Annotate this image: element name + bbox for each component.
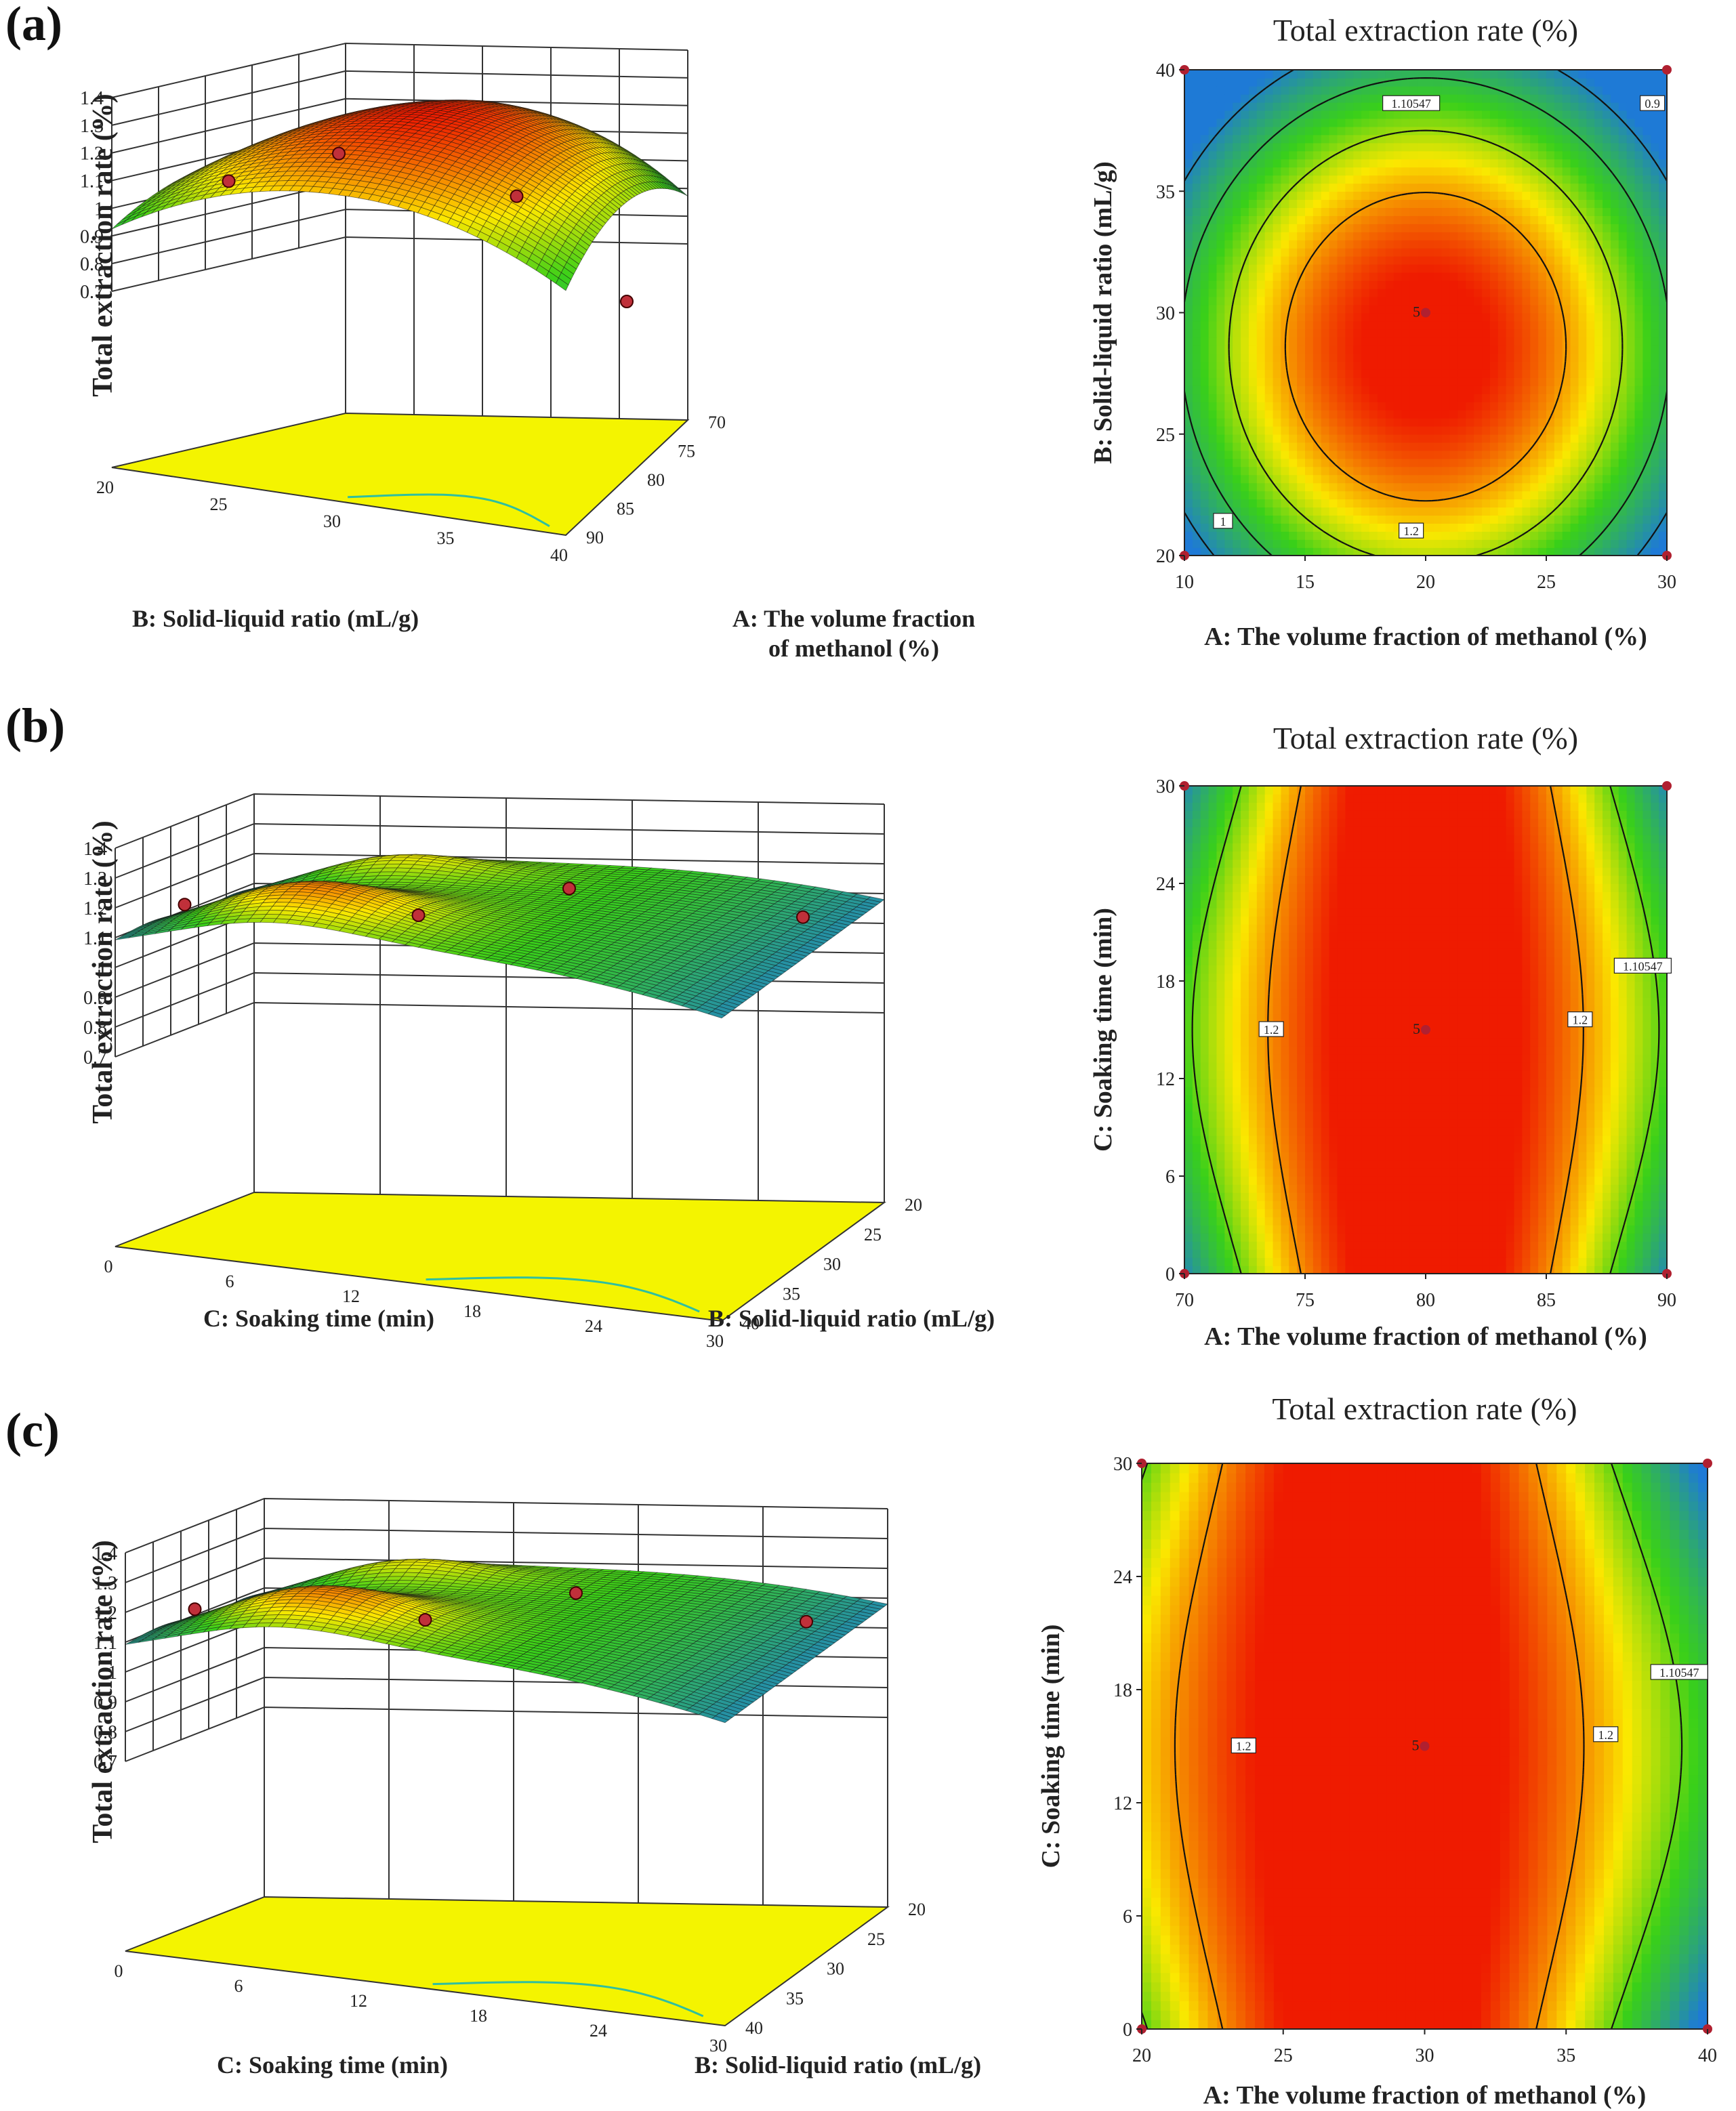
response-surface bbox=[125, 1558, 888, 1723]
z-tick-label: 1.3 bbox=[80, 116, 104, 137]
y-tick-label: 12 bbox=[342, 1287, 360, 1306]
design-point bbox=[178, 898, 192, 912]
wall-gridline bbox=[115, 1001, 885, 1058]
z-axis-title: Total extraction rate (%) bbox=[87, 820, 119, 1123]
x-tick-label: 20 bbox=[905, 1195, 922, 1215]
panel-label-a: (a) bbox=[5, 0, 62, 51]
y-tick-label: 40 bbox=[550, 545, 568, 565]
y-tick-label: 6 bbox=[226, 1272, 234, 1291]
y-tick-label: 35 bbox=[437, 528, 455, 548]
x-tick-label: 35 bbox=[783, 1284, 800, 1303]
panel-label-b: (b) bbox=[5, 698, 65, 753]
floor-plane bbox=[111, 412, 690, 537]
wall-gridline bbox=[115, 793, 885, 849]
x-tick-label: 85 bbox=[617, 499, 634, 519]
design-point bbox=[620, 295, 634, 308]
z-tick-label: 0.9 bbox=[80, 226, 104, 247]
x-tick-label: 75 bbox=[678, 442, 695, 461]
wall-gridline bbox=[111, 236, 688, 292]
design-point bbox=[562, 881, 576, 896]
surface-plot-1: 0.7 0.8 0.9 1 1.1 1.2 1.3 1.4 20 25 30 35 40 70 75 80 85… bbox=[80, 42, 975, 662]
response-surface bbox=[111, 100, 688, 291]
y-tick-label: 0 bbox=[104, 1257, 113, 1276]
y-tick-label: 18 bbox=[463, 1301, 481, 1321]
design-point bbox=[796, 910, 810, 924]
back-walls bbox=[111, 42, 688, 420]
wall-gridline bbox=[111, 42, 688, 98]
x-axis-title: of methanol (%) bbox=[768, 635, 939, 662]
y-axis-title: C: Soaking time (min) bbox=[203, 1305, 434, 1332]
floor-plane bbox=[125, 1896, 890, 2027]
floor-plane bbox=[115, 1191, 887, 1322]
y-tick-label: 30 bbox=[323, 511, 341, 531]
y-tick-label: 24 bbox=[585, 1316, 602, 1336]
z-tick-label: 1.1 bbox=[80, 171, 104, 192]
x-tick-label: 30 bbox=[823, 1255, 841, 1274]
x-tick-label: 90 bbox=[586, 528, 604, 547]
x-tick-label: 80 bbox=[647, 470, 665, 490]
z-tick-label: 0.7 bbox=[80, 282, 104, 303]
x-axis-title: B: Solid-liquid ratio (mL/g) bbox=[708, 1305, 995, 1332]
surface-plot-3: 0.70.80.911.11.21.31.4061218243020253035… bbox=[87, 1497, 981, 2078]
surface-plot-2: 0.70.80.911.11.21.31.4061218243020253035… bbox=[83, 793, 995, 1351]
floor-contour bbox=[348, 493, 550, 527]
back-walls bbox=[125, 1497, 888, 1907]
x-tick-label: 25 bbox=[864, 1225, 882, 1245]
wall-gridline bbox=[125, 1497, 888, 1553]
z-tick-label: 1.4 bbox=[80, 88, 104, 109]
z-tick-label: 1.2 bbox=[80, 144, 104, 165]
x-axis-title: A: The volume fraction bbox=[732, 605, 975, 632]
design-point bbox=[222, 174, 236, 188]
y-tick-label: 20 bbox=[96, 478, 114, 497]
y-tick-label: 25 bbox=[210, 495, 228, 514]
z-axis-title: Total extraction rate (%) bbox=[87, 93, 119, 396]
panel-label-c: (c) bbox=[5, 1403, 60, 1457]
y-axis-title: B: Solid-liquid ratio (mL/g) bbox=[132, 605, 419, 632]
z-tick-label: 1 bbox=[94, 198, 104, 220]
back-walls bbox=[115, 793, 885, 1203]
response-surface bbox=[115, 854, 885, 1019]
x-tick-label: 70 bbox=[708, 413, 726, 432]
design-point bbox=[332, 146, 346, 161]
z-tick-label: 0.8 bbox=[80, 254, 104, 275]
design-point bbox=[411, 908, 426, 922]
design-point bbox=[510, 189, 524, 203]
wall-gridline bbox=[125, 1706, 888, 1762]
y-tick-label: 30 bbox=[706, 1331, 724, 1351]
